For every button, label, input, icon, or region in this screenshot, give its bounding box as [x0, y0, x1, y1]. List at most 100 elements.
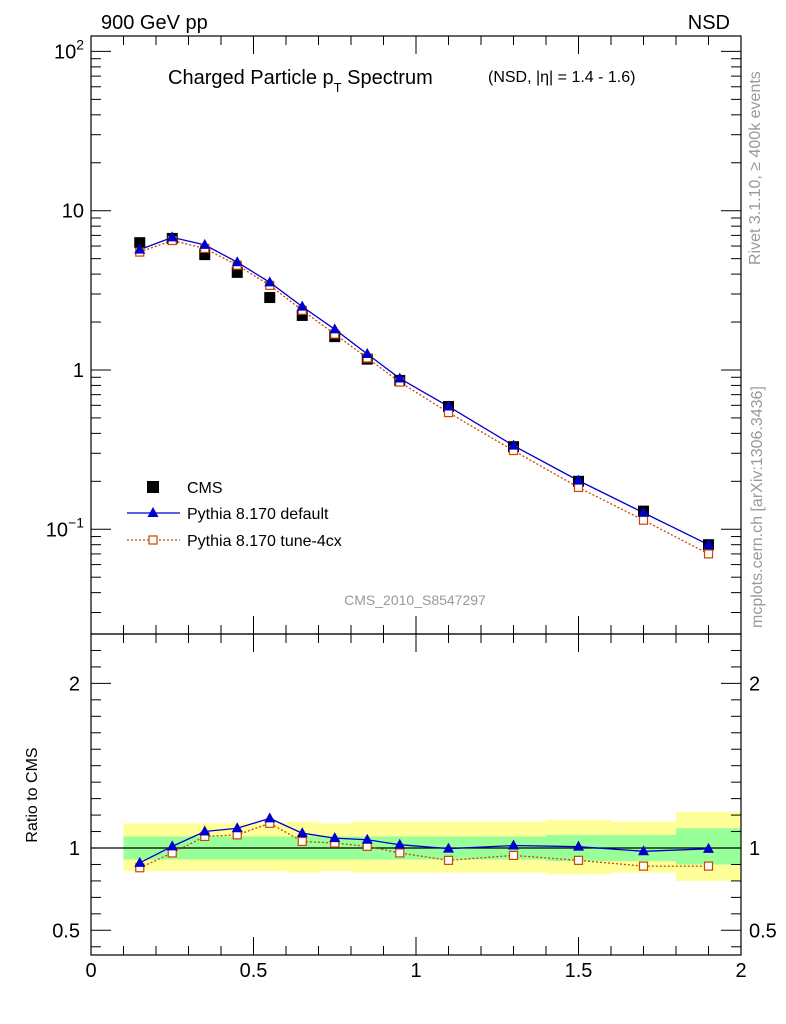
ratio-default-line	[139, 817, 709, 864]
ratio-default-point	[638, 845, 649, 856]
ratio-y-tick-label-left: 0.5	[52, 920, 80, 942]
spectrum-y-tick-label: 102	[54, 36, 84, 63]
ratio-default-point	[296, 827, 308, 838]
default-data-point	[443, 400, 454, 411]
ratio-axis-ticks	[90, 634, 742, 955]
ratio-tune-point	[297, 836, 307, 847]
ratio-tune-point	[573, 855, 584, 865]
legend: CMS Pythia 8.170 default Pythia 8.170 tune…	[127, 480, 342, 550]
chart-title-tail: Spectrum	[342, 67, 433, 89]
default-data-point	[329, 323, 341, 334]
spectrum-y-tick-label: 1	[73, 360, 84, 382]
ratio-tune-point	[395, 848, 405, 858]
default-data-point	[638, 506, 649, 517]
default-series-line	[139, 236, 709, 546]
default-data-point	[166, 231, 178, 242]
legend-label-tune: Pythia 8.170 tune-4cx	[187, 533, 342, 550]
x-tick-label: 1	[410, 960, 421, 982]
cms-data-point	[264, 292, 276, 304]
spectrum-y-tick-exponent: −1	[68, 514, 84, 530]
default-data-point	[199, 238, 211, 249]
ratio-y-tick-label-left: 2	[69, 673, 80, 695]
chart-title-extra: (NSD, |η| = 1.4 - 1.6)	[488, 69, 635, 86]
uncertainty-bands	[123, 811, 741, 881]
chart-title-subscript: T	[334, 80, 342, 95]
ratio-tune-point	[508, 850, 519, 861]
cms-data-point	[199, 249, 211, 261]
spectrum-y-tick-label: 10	[62, 201, 84, 223]
header-left: 900 GeV pp	[101, 12, 208, 34]
x-tick-label: 0	[85, 960, 96, 982]
ratio-panel: 0.5 0.51 12 2 0 0.5 1 1.5 2 Ratio to CMS	[24, 633, 777, 982]
ratio-tune-point	[443, 855, 454, 865]
spectrum-y-tick-exponent: 2	[76, 36, 84, 52]
cms-data-point	[231, 266, 243, 278]
spectrum-y-tick-mantissa: 10	[46, 519, 68, 541]
ratio-y-tick-label-right: 2	[749, 673, 760, 695]
default-data-point	[394, 372, 406, 383]
ratio-default-point	[508, 839, 519, 850]
default-data-point	[361, 348, 373, 359]
ratio-default-point	[361, 833, 373, 844]
legend-cms-marker	[147, 481, 159, 493]
ratio-default-point	[166, 840, 178, 851]
default-data-point	[296, 300, 308, 311]
mcplots-label: mcplots.cern.ch [arXiv:1306.3436]	[749, 386, 766, 628]
tune-series-line	[139, 239, 709, 555]
spectrum-y-tick-mantissa: 1	[73, 360, 84, 382]
ratio-default-point	[264, 812, 276, 823]
spectrum-axis-ticks	[90, 36, 742, 634]
x-tick-label: 1.5	[565, 960, 593, 982]
ratio-frame	[90, 633, 742, 956]
ratio-tune-line	[139, 822, 709, 869]
spectrum-y-tick-label: 10−1	[46, 514, 84, 541]
spectrum-series-markers	[134, 231, 714, 559]
ratio-default-point	[443, 842, 454, 853]
chart-title-main: Charged Particle p	[168, 67, 334, 89]
ratio-series-markers	[134, 812, 714, 873]
ratio-default-point	[703, 842, 714, 853]
tune-data-point	[638, 515, 649, 525]
ratio-series-lines	[139, 817, 709, 869]
x-tick-label: 0.5	[240, 960, 268, 982]
default-data-point	[134, 243, 146, 254]
default-data-point	[264, 276, 276, 287]
ratio-default-point	[329, 832, 341, 843]
default-data-point	[573, 474, 584, 485]
legend-label-cms: CMS	[187, 480, 223, 497]
legend-default-marker	[147, 507, 159, 517]
header-right: NSD	[688, 12, 730, 34]
ratio-default-point	[199, 825, 211, 836]
ratio-tune-point	[638, 861, 649, 871]
x-tick-labels: 0 0.5 1 1.5 2	[85, 960, 746, 982]
ratio-y-tick-label-right: 1	[749, 838, 760, 860]
chart-title: Charged Particle pT Spectrum	[168, 67, 433, 95]
cms-data-point	[296, 309, 308, 321]
watermark-analysis-id: CMS_2010_S8547297	[344, 592, 486, 608]
ratio-default-point	[573, 840, 584, 851]
ratio-default-point	[394, 838, 406, 849]
rivet-label: Rivet 3.1.10, ≥ 400k events	[747, 71, 764, 265]
spectrum-series-lines	[139, 236, 709, 555]
tune-data-point	[573, 482, 584, 493]
legend-tune-marker	[148, 535, 158, 545]
default-data-point	[231, 256, 243, 267]
cms-data-point	[134, 237, 146, 249]
ratio-y-tick-label-left: 1	[69, 838, 80, 860]
default-data-point	[703, 538, 714, 549]
ratio-y-tick-labels: 0.5 0.5 1 1 2 2	[52, 673, 777, 942]
tune-data-point	[703, 549, 714, 559]
ratio-default-point	[134, 856, 146, 867]
spectrum-y-tick-mantissa: 10	[62, 201, 84, 223]
ratio-y-axis-label: Ratio to CMS	[24, 747, 41, 842]
spectrum-y-tick-mantissa: 10	[54, 41, 76, 63]
legend-label-default: Pythia 8.170 default	[187, 506, 329, 523]
ratio-tune-point	[703, 861, 714, 871]
x-tick-label: 2	[735, 960, 746, 982]
default-data-point	[508, 439, 519, 450]
ratio-y-tick-label-right: 0.5	[749, 920, 777, 942]
ratio-default-point	[231, 822, 243, 833]
